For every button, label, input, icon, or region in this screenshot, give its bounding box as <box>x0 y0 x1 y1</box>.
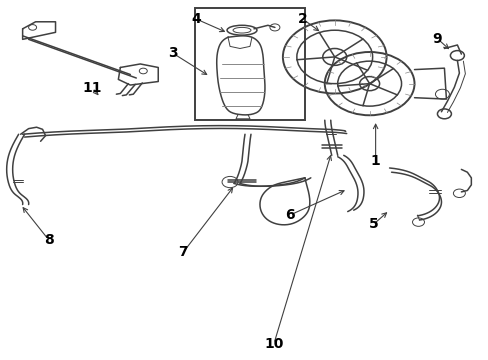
Text: 7: 7 <box>178 245 187 259</box>
Text: 2: 2 <box>297 12 307 26</box>
Bar <box>195 8 304 120</box>
Text: 3: 3 <box>168 46 178 60</box>
Text: 9: 9 <box>432 32 441 46</box>
Text: 11: 11 <box>82 81 102 95</box>
Text: 5: 5 <box>368 217 378 231</box>
Text: 1: 1 <box>370 154 380 168</box>
Text: 6: 6 <box>285 208 294 222</box>
Text: 8: 8 <box>43 233 53 247</box>
Text: 4: 4 <box>191 12 201 26</box>
Text: 10: 10 <box>264 337 283 351</box>
